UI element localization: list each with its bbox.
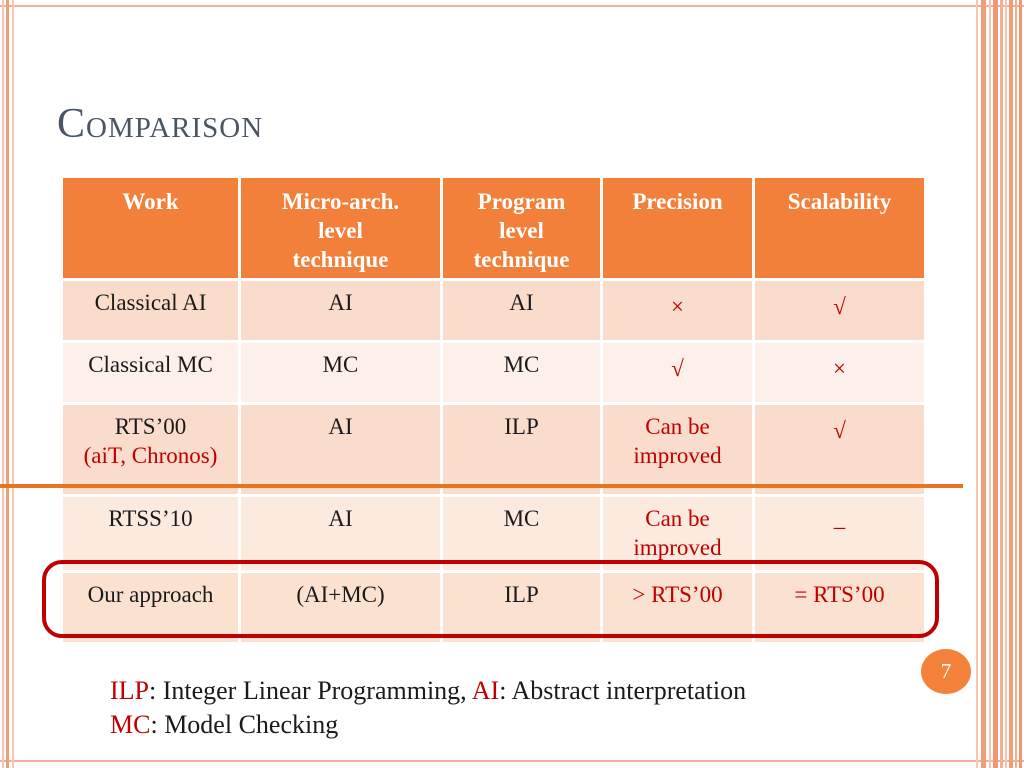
page-number-badge: 7	[921, 649, 971, 694]
footnote-line-2: MC: Model Checking	[110, 708, 746, 742]
col-header-micro-arch: Micro-arch. level technique	[238, 174, 443, 282]
cell-precision: √	[600, 340, 755, 406]
cell-micro-arch: MC	[238, 340, 443, 406]
cell-program: ILP	[440, 570, 603, 646]
decorative-stripe	[976, 0, 978, 768]
page-title: Comparison	[57, 101, 264, 147]
cell-work: Classical MC	[60, 340, 241, 406]
page-number: 7	[940, 659, 952, 683]
decorative-stripe	[1015, 0, 1017, 768]
table-row-classical-ai: Classical AI AI AI × √	[60, 278, 927, 344]
cell-program: ILP	[440, 402, 603, 498]
cell-work: Our approach	[60, 570, 241, 646]
work-main: RTS’00	[114, 414, 187, 440]
cell-micro-arch: (AI+MC)	[238, 570, 443, 646]
decorative-stripe	[12, 0, 14, 768]
col-header-work: Work	[60, 174, 241, 282]
cell-scalability: = RTS’00	[752, 570, 927, 646]
decorative-stripe	[2, 0, 4, 768]
cell-micro-arch: AI	[238, 278, 443, 344]
decorative-stripe	[993, 0, 998, 768]
cell-program: MC	[440, 340, 603, 406]
footnote: ILP: Integer Linear Programming, AI: Abs…	[110, 674, 746, 742]
cell-micro-arch: AI	[238, 402, 443, 498]
footnote-def-ilp: : Integer Linear Programming,	[149, 676, 472, 705]
cell-scalability: √	[752, 402, 927, 498]
cell-precision: > RTS’00	[600, 570, 755, 646]
footnote-def-ai: : Abstract interpretation	[499, 676, 747, 705]
cell-work: Classical AI	[60, 278, 241, 344]
decorative-stripe	[1000, 0, 1003, 768]
cell-work: RTS’00 (aiT, Chronos)	[60, 402, 241, 498]
cell-scalability: ×	[752, 340, 927, 406]
footnote-line-1: ILP: Integer Linear Programming, AI: Abs…	[110, 674, 746, 708]
col-header-program: Program level technique	[440, 174, 603, 282]
footnote-def-mc: : Model Checking	[150, 710, 339, 739]
col-header-precision: Precision	[600, 174, 755, 282]
table-header-row: Work Micro-arch. level technique Program…	[60, 174, 927, 282]
table-row-our-approach: Our approach (AI+MC) ILP > RTS’00 = RTS’…	[60, 570, 927, 646]
footnote-term-ilp: ILP	[110, 676, 149, 705]
col-header-scalability: Scalability	[752, 174, 927, 282]
frame-top-line	[0, 5, 1024, 7]
decorative-stripe	[1005, 0, 1007, 768]
cell-program: AI	[440, 278, 603, 344]
frame-bottom-line	[0, 760, 1024, 762]
cell-scalability: √	[752, 278, 927, 344]
footnote-term-ai: AI	[471, 676, 500, 705]
cell-precision: Can be improved	[600, 402, 755, 498]
decorative-stripe	[981, 0, 986, 768]
divider-line	[0, 484, 963, 488]
table-row-rts00: RTS’00 (aiT, Chronos) AI ILP Can be impr…	[60, 402, 927, 498]
decorative-stripe	[1019, 0, 1022, 768]
comparison-table: Work Micro-arch. level technique Program…	[60, 174, 927, 646]
decorative-stripe	[6, 0, 9, 768]
decorative-stripe	[989, 0, 991, 768]
decorative-stripe	[1009, 0, 1013, 768]
highlight-outline	[42, 560, 939, 638]
work-sub: (aiT, Chronos)	[83, 443, 218, 468]
table-row-classical-mc: Classical MC MC MC √ ×	[60, 340, 927, 406]
footnote-term-mc: MC	[110, 710, 151, 739]
cell-precision: ×	[600, 278, 755, 344]
